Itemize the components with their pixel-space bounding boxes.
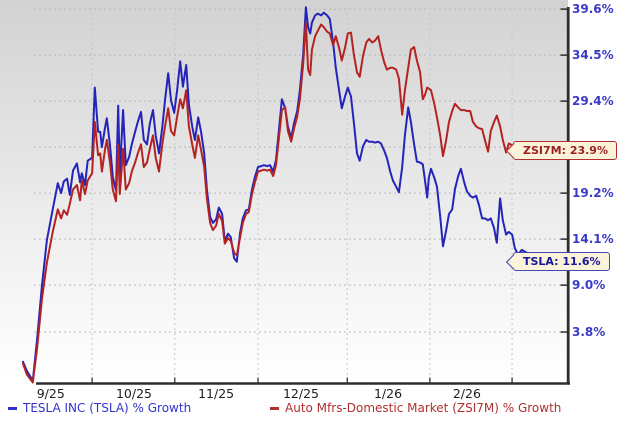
zsi7m-growth-line xyxy=(22,21,566,384)
x-tick-label: 10/25 xyxy=(115,386,152,401)
x-tick-label: 9/25 xyxy=(36,386,65,401)
y-tick-label: 19.2% xyxy=(572,185,614,200)
tsla-callout-text: TSLA: 11.6% xyxy=(523,255,601,269)
legend: TESLA INC (TSLA) % Growth Auto Mfrs-Dome… xyxy=(0,400,620,418)
y-tick-label: 14.1% xyxy=(572,231,614,246)
x-tick-label: 12/25 xyxy=(282,386,319,401)
x-tick-label: 11/25 xyxy=(198,386,235,401)
y-tick-label: 39.6% xyxy=(572,1,614,16)
zsi7m-line-marker-icon xyxy=(270,406,279,410)
y-tick-label: 34.5% xyxy=(572,47,614,62)
plot-background xyxy=(0,0,568,383)
legend-label-zsi7m: Auto Mfrs-Domestic Market (ZSI7M) % Grow… xyxy=(285,401,562,415)
y-tick-label: 29.4% xyxy=(572,93,614,108)
tsla-value-callout: TSLA: 11.6% xyxy=(505,252,610,272)
zsi7m-value-callout: ZSI7M: 23.9% xyxy=(505,141,617,161)
zsi7m-callout-text: ZSI7M: 23.9% xyxy=(523,144,608,158)
legend-label-tsla: TESLA INC (TSLA) % Growth xyxy=(23,401,192,415)
tsla-line-marker-icon xyxy=(8,406,17,410)
x-tick-label: 1/26 xyxy=(373,386,403,401)
legend-item-tsla: TESLA INC (TSLA) % Growth xyxy=(8,400,191,416)
y-tick-label: 9.0% xyxy=(572,277,606,292)
y-tick-label: 3.8% xyxy=(572,324,606,339)
x-tick-label: 2/26 xyxy=(452,386,481,401)
legend-item-zsi7m: Auto Mfrs-Domestic Market (ZSI7M) % Grow… xyxy=(270,400,561,416)
